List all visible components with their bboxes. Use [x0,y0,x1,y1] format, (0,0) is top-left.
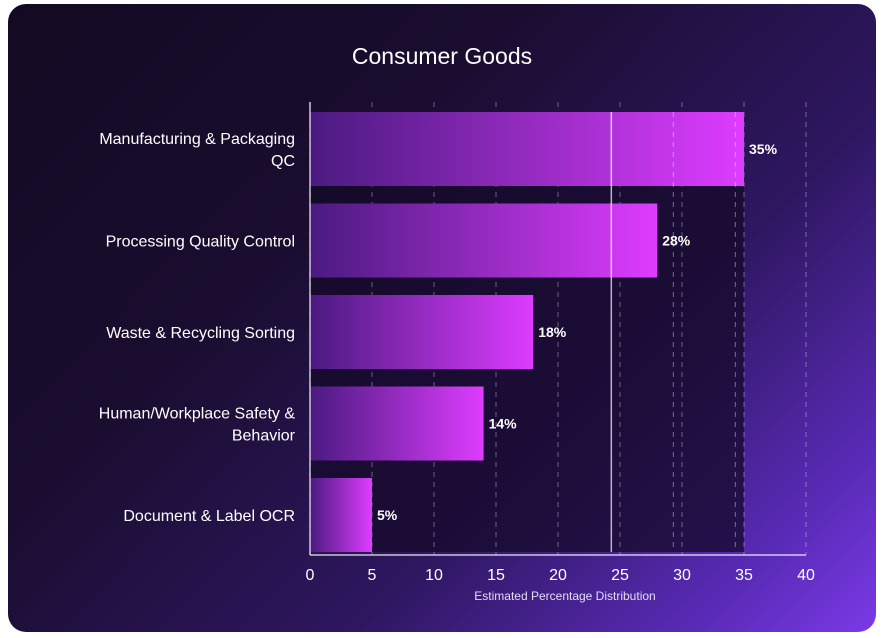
x-tick-label: 30 [673,567,691,584]
x-tick-label: 40 [797,567,815,584]
chart-title: Consumer Goods [352,43,532,69]
bar [310,478,372,552]
data-label: 5% [377,507,398,523]
data-label: 18% [538,324,567,340]
x-tick-label: 15 [487,567,505,584]
x-tick-label: 20 [549,567,567,584]
data-label: 28% [662,233,691,249]
data-label: 14% [489,416,518,432]
x-tick-label: 5 [368,567,377,584]
x-axis-label: Estimated Percentage Distribution [474,589,655,603]
x-tick-label: 0 [306,567,315,584]
x-tick-label: 25 [611,567,629,584]
y-tick-label: QC [271,153,295,170]
bar-chart: Consumer Goods 0 5 10 15 20 25 30 35 40 35% Manufa… [99,43,815,603]
data-label: 35% [749,141,778,157]
chart-card: Consumer Goods 0 5 10 15 20 25 30 35 40 35% Manufa… [8,4,876,632]
y-tick-label: Document & Label OCR [123,508,295,525]
y-tick-label: Processing Quality Control [106,234,295,251]
bar [310,295,534,369]
x-tick-label: 10 [425,567,443,584]
bar [310,112,744,186]
y-tick-label: Manufacturing & Packaging [99,131,295,148]
y-tick-label: Behavior [232,428,296,445]
bar [310,203,658,278]
y-tick-label: Human/Workplace Safety & [99,406,296,423]
y-tick-label: Waste & Recycling Sorting [106,325,295,342]
x-tick-label: 35 [735,567,753,584]
bar [310,386,484,461]
